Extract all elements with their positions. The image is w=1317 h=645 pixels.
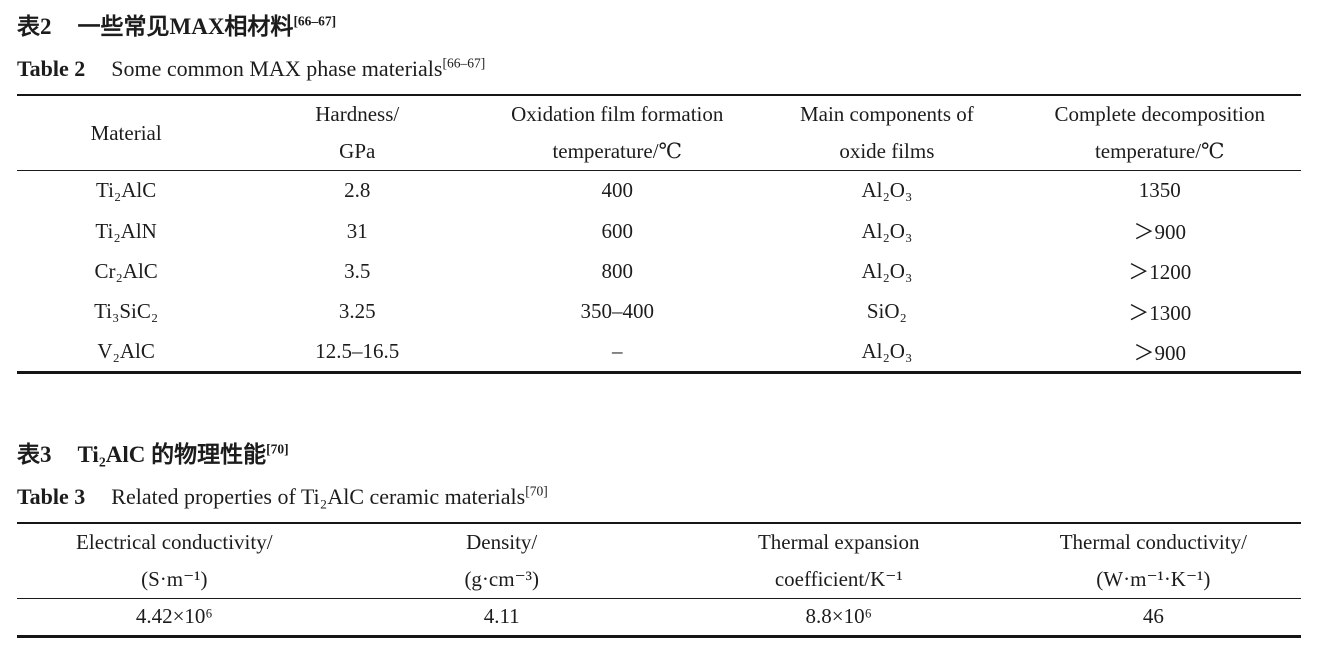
table-cell: ＞900 — [1133, 340, 1186, 365]
table3-header: Electrical conductivity/ (S·m⁻¹) Density… — [17, 523, 1301, 599]
table2-header-row: Material Hardness/ GPa Oxidation film fo… — [17, 95, 1301, 171]
table-cell: 4.11 — [483, 604, 520, 629]
table2-caption-en: Table 2 Some common MAX phase materials[6… — [17, 48, 1301, 90]
table-cell: V₂AlC — [97, 339, 155, 363]
table3-body: 4.42×10⁶ 4.11 8.8×10⁶ 46 — [17, 598, 1301, 636]
table2-header-material: Material — [90, 120, 162, 145]
table-row: Ti₂AlC 2.8 400 Al₂O₃ 1350 — [17, 171, 1301, 211]
table-row: V₂AlC 12.5–16.5 – Al₂O₃ ＞900 — [17, 332, 1301, 372]
table3-header-row: Electrical conductivity/ (S·m⁻¹) Density… — [17, 523, 1301, 599]
table2-header-oxide-components: Main components of oxide films — [799, 102, 974, 163]
table-cell: 600 — [601, 218, 633, 243]
table3-header-thermal-expansion: Thermal expansion coefficient/K⁻¹ — [757, 529, 920, 591]
table-row: Ti₃SiC₂ 3.25 350–400 SiO₂ ＞1300 — [17, 292, 1301, 332]
table2-caption-zh: 表2 一些常见MAX相材料[66–67] — [17, 6, 1301, 48]
table-cell: Ti₃SiC₂ — [94, 299, 159, 324]
table-cell: 12.5–16.5 — [315, 339, 400, 363]
table-row: Ti₂AlN 31 600 Al₂O₃ ＞900 — [17, 211, 1301, 251]
table-cell: ＞1300 — [1128, 300, 1192, 325]
table-cell: 2.8 — [344, 178, 371, 203]
table-cell: 31 — [346, 218, 368, 243]
table2-header-decomposition-temp: Complete decomposition temperature/℃ — [1054, 102, 1266, 163]
table-cell: ＞1200 — [1128, 260, 1192, 285]
table3-caption-zh-ref: [70] — [266, 441, 289, 457]
table3-caption-zh-text: Ti₂AlC 的物理性能 — [77, 441, 267, 467]
table-cell: Al₂O₃ — [861, 218, 913, 243]
table2-caption-en-label: Table 2 — [17, 56, 86, 81]
table-cell: 8.8×10⁶ — [805, 604, 872, 629]
table3-header-electrical-conductivity: Electrical conductivity/ (S·m⁻¹) — [76, 529, 273, 591]
table-cell: 800 — [601, 258, 633, 283]
table2-header-hardness: Hardness/ GPa — [315, 102, 400, 163]
table-cell: ＞900 — [1133, 220, 1186, 245]
table-cell: 1350 — [1138, 178, 1181, 203]
table3: Electrical conductivity/ (S·m⁻¹) Density… — [17, 521, 1301, 638]
table-cell: 350–400 — [580, 299, 654, 324]
table3-caption-en-ref: [70] — [525, 483, 548, 499]
table-cell: Cr₂AlC — [94, 258, 158, 283]
table2-caption-zh-label: 表2 — [17, 14, 52, 39]
table2-caption-en-text: Some common MAX phase materials — [111, 56, 443, 81]
table2: Material Hardness/ GPa Oxidation film fo… — [17, 94, 1301, 374]
table-cell: 400 — [601, 178, 633, 203]
table-cell: 4.42×10⁶ — [135, 604, 213, 629]
table-cell: – — [611, 339, 623, 363]
table2-header-oxidation-temp: Oxidation film formation temperature/℃ — [511, 102, 724, 163]
table-cell: 3.5 — [344, 258, 371, 283]
section-gap — [17, 374, 1301, 434]
table3-caption-en-label: Table 3 — [17, 483, 86, 509]
table2-caption-en-ref: [66–67] — [442, 55, 486, 71]
table-row: 4.42×10⁶ 4.11 8.8×10⁶ 46 — [17, 598, 1301, 636]
table-cell: 46 — [1142, 604, 1164, 629]
table-cell: Al₂O₃ — [861, 258, 913, 283]
table-cell: Al₂O₃ — [861, 339, 913, 363]
table3-header-density: Density/ (g·cm⁻³) — [464, 529, 539, 591]
table-cell: Al₂O₃ — [861, 178, 913, 203]
table3-caption-zh: 表3 Ti₂AlC 的物理性能[70] — [17, 434, 1301, 476]
table2-caption-zh-ref: [66–67] — [293, 13, 337, 29]
table3-caption-zh-label: 表3 — [17, 441, 52, 467]
table2-body: Ti₂AlC 2.8 400 Al₂O₃ 1350 Ti₂AlN 31 600 … — [17, 171, 1301, 373]
table2-caption-zh-text: 一些常见MAX相材料 — [77, 14, 294, 39]
table3-header-thermal-conductivity: Thermal conductivity/ (W·m⁻¹·K⁻¹) — [1059, 529, 1247, 591]
table-cell: SiO₂ — [866, 299, 907, 324]
table-row: Cr₂AlC 3.5 800 Al₂O₃ ＞1200 — [17, 251, 1301, 291]
table2-header: Material Hardness/ GPa Oxidation film fo… — [17, 95, 1301, 171]
table-cell: Ti₂AlC — [96, 178, 157, 203]
table3-caption-en-text: Related properties of Ti₂AlC ceramic mat… — [111, 483, 526, 509]
table-cell: 3.25 — [338, 299, 376, 324]
table-cell: Ti₂AlN — [95, 218, 157, 243]
table3-caption-en: Table 3 Related properties of Ti₂AlC cera… — [17, 476, 1301, 518]
